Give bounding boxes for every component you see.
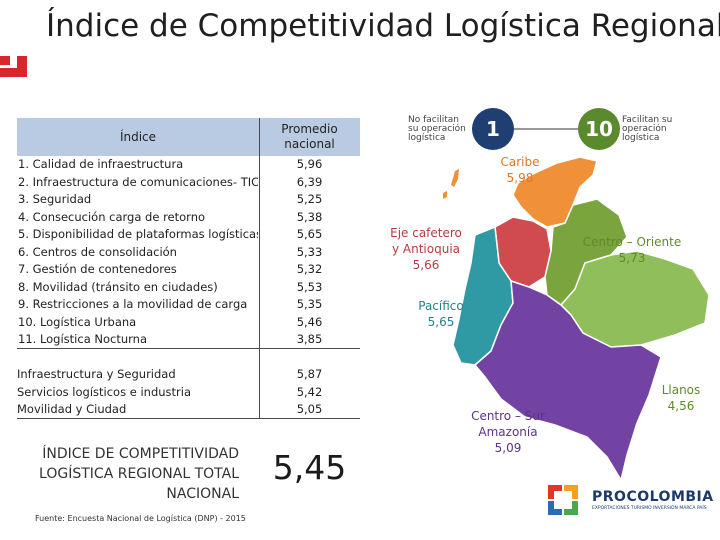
scale-low-circle: 1: [472, 108, 514, 150]
header-average: Promedio nacional: [281, 122, 338, 151]
region-label-llanos: Llanos 4,56: [661, 383, 701, 413]
table-divider-vertical: [259, 118, 260, 418]
colombia-regions-map: [443, 156, 710, 482]
table-row: 7. Gestión de contenedores 5,32: [18, 262, 323, 276]
scale-high-label: Facilitan su operación logística: [622, 115, 673, 143]
table-row: 4. Consecución carga de retorno 5,38: [18, 209, 323, 224]
scale-line: [475, 128, 590, 130]
corner-mark-top: [0, 56, 10, 65]
region-label-eje-cafetero: Eje cafetero y Antioquia 5,66: [390, 226, 462, 272]
table-row: 1. Calidad de infraestructura 5,96: [18, 157, 323, 171]
region-caribe[interactable]: [512, 156, 598, 228]
table-row: 9. Restricciones a la movilidad de carga…: [18, 297, 323, 311]
table-row: 11. Logística Nocturna 3,85: [18, 332, 323, 346]
table-row: 5. Disponibilidad de plataformas logísti…: [18, 227, 323, 241]
summary-row: Servicios logísticos e industria 5,42: [17, 385, 323, 399]
procolombia-logo-icon: [548, 485, 578, 515]
region-caribe-islands: [443, 169, 459, 199]
table-header: Índice Promedio nacional: [17, 118, 360, 156]
scale-low-label: No facilitan su operación logística: [408, 115, 466, 143]
summary-row: Movilidad y Ciudad 5,05: [17, 402, 323, 416]
region-label-centro-oriente: Centro – Oriente 5,73: [582, 235, 682, 265]
table-divider-horizontal: [17, 418, 360, 419]
header-index: Índice: [119, 130, 157, 144]
summary-row: Infraestructura y Seguridad 5,87: [17, 367, 323, 381]
table-row: 8. Movilidad (tránsito en ciudades) 5,53: [18, 279, 323, 294]
region-label-pacifico: Pacífico 5,65: [418, 299, 464, 329]
logo-tagline: EXPORTACIONES TURISMO INVERSIÓN MARCA PA…: [592, 506, 707, 511]
corner-mark-side: [17, 56, 27, 77]
region-label-caribe: Caribe 5,98: [500, 155, 540, 185]
logo-name: PROCOLOMBIA: [592, 489, 714, 505]
table-row: 10. Logística Urbana 5,46: [18, 314, 323, 329]
table-row: 2. Infraestructura de comunicaciones- TI…: [18, 174, 323, 189]
table-divider-horizontal: [17, 348, 360, 349]
total-index-label: ÍNDICE DE COMPETITIVIDAD LOGÍSTICA REGIO…: [39, 446, 239, 502]
table-row: 6. Centros de consolidación 5,33: [18, 244, 323, 259]
total-index-value: 5,45: [272, 448, 347, 487]
table-body: 1. Calidad de infraestructura 5,96 2. Inf…: [17, 156, 360, 348]
corner-mark-bottom: [0, 68, 27, 77]
table-row: 3. Seguridad 5,25: [18, 192, 323, 206]
source-note: Fuente: Encuesta Nacional de Logística (…: [35, 514, 246, 523]
region-label-centro-sur-amazonia: Centro – Sur Amazonía 5,09: [471, 409, 545, 455]
page-title: Índice de Competitividad Logística Regio…: [46, 8, 720, 44]
region-centro-sur-amazonia[interactable]: [473, 279, 662, 482]
scale-high-circle: 10: [578, 108, 620, 150]
